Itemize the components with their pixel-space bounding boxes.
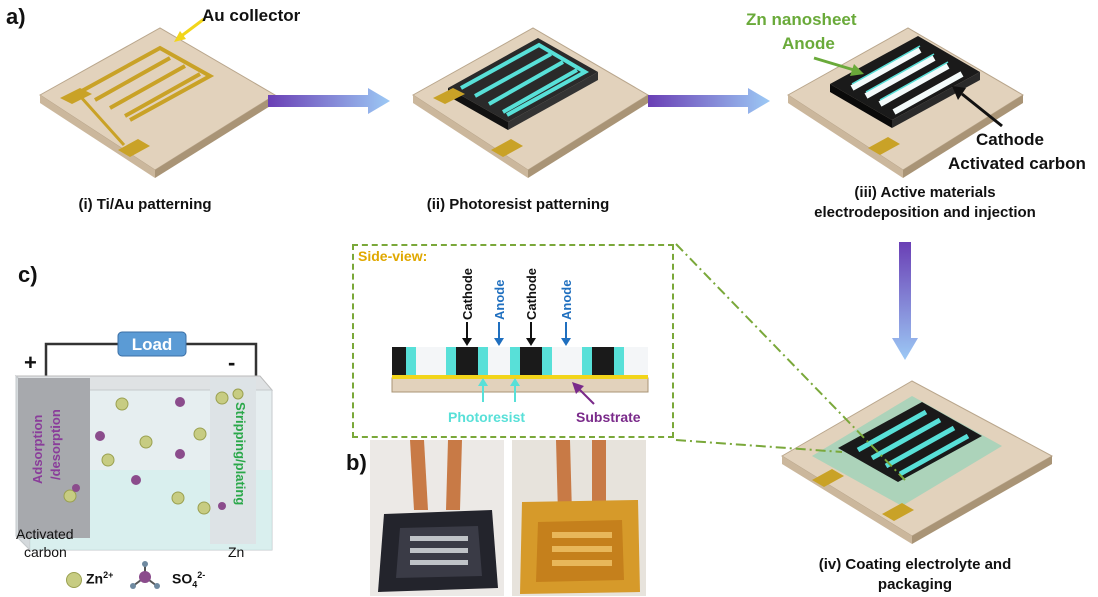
battery-diagram: Load + - Adsorption /desorption Strippin… — [14, 331, 274, 552]
cathode-arrow — [952, 86, 1003, 128]
step2-caption: (ii) Photoresist patterning — [426, 196, 610, 213]
legend-so4-label: SO42- — [172, 570, 205, 589]
anode-arrow — [813, 56, 864, 76]
side-label-anode-1: Anode — [492, 280, 507, 320]
plus-sign: + — [24, 350, 37, 375]
device-step2 — [412, 27, 649, 178]
zn-nanosheet-label: Zn nanosheet — [746, 10, 857, 29]
side-label-cathode-1: Cathode — [460, 268, 475, 320]
legend-so4-sub: 4 — [192, 579, 198, 590]
device-step3 — [787, 27, 1024, 178]
process-arrow-3 — [892, 242, 918, 360]
legend-zn-label: Zn2+ — [86, 570, 113, 587]
legend-so4-sup: 2- — [197, 570, 206, 580]
activated-carbon-caption-1: Activated — [16, 526, 74, 542]
device-step4 — [781, 380, 1054, 544]
desorption-label: /desorption — [48, 409, 63, 480]
process-arrow-1 — [268, 88, 390, 114]
minus-sign: - — [228, 350, 235, 375]
legend-zn-text: Zn — [86, 570, 104, 587]
anode-label: Anode — [782, 34, 835, 53]
side-view-title: Side-view: — [358, 248, 428, 264]
device-photo-2 — [512, 440, 646, 596]
step4-caption-line2: packaging — [877, 576, 953, 593]
legend-so4-icon — [130, 561, 160, 589]
legend-zn-ion-icon — [66, 572, 82, 588]
panel-label-b: b) — [346, 450, 367, 475]
cathode-label: Cathode — [976, 130, 1044, 149]
panel-label-a: a) — [6, 4, 26, 29]
substrate-label: Substrate — [576, 409, 641, 425]
step3-caption-line1: (iii) Active materials — [854, 184, 996, 201]
device-step1 — [39, 27, 276, 178]
legend-so4-text: SO — [172, 570, 193, 587]
au-collector-arrow — [174, 17, 205, 42]
process-arrow-2 — [648, 88, 770, 114]
adsorption-label: Adsorption — [30, 415, 45, 484]
side-label-anode-2: Anode — [559, 280, 574, 320]
au-collector-label: Au collector — [202, 6, 301, 25]
legend-zn-sup: 2+ — [103, 570, 114, 580]
step3-caption-line2: electrodeposition and injection — [814, 204, 1036, 221]
zn-electrode-label: Zn — [228, 544, 245, 560]
side-view-box — [352, 244, 674, 438]
step4-caption-line1: (iv) Coating electrolyte and — [818, 556, 1012, 573]
panel-label-c: c) — [18, 262, 38, 287]
side-label-cathode-2: Cathode — [524, 268, 539, 320]
device-photo-1 — [370, 440, 504, 596]
load-label: Load — [132, 335, 173, 354]
side-view-diagram: Cathode Anode Cathode Anode Photoresist … — [391, 268, 649, 425]
stripping-plating-label: Stripping/plating — [233, 402, 248, 505]
step1-caption: (i) Ti/Au patterning — [78, 196, 212, 213]
photoresist-label: Photoresist — [448, 409, 525, 425]
activated-carbon-label: Activated carbon — [948, 154, 1086, 173]
activated-carbon-caption-2: carbon — [24, 544, 67, 560]
